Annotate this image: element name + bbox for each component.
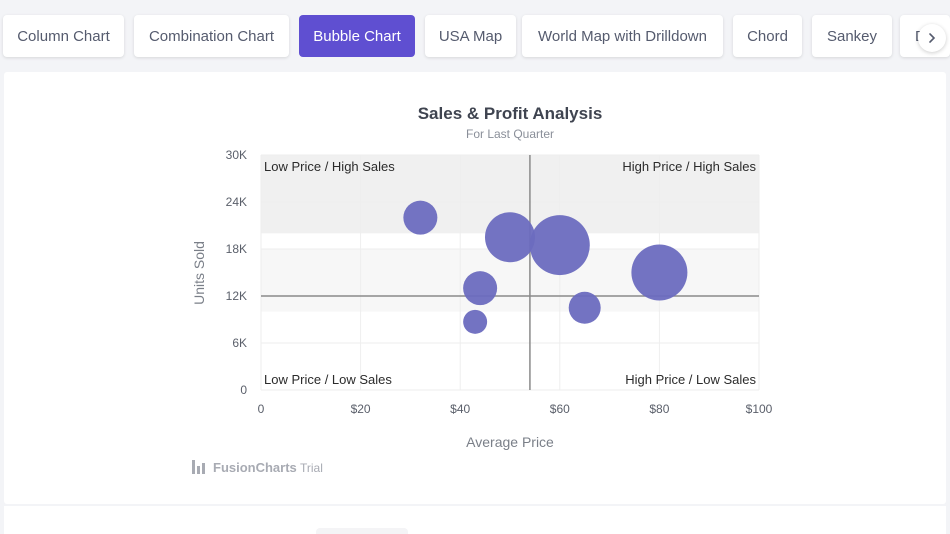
tab-chord[interactable]: Chord: [733, 15, 802, 57]
chart-card: Sales & Profit Analysis For Last Quarter…: [4, 72, 946, 504]
bubble-0[interactable]: [403, 200, 438, 235]
y-tick-label-4: 24K: [226, 195, 247, 209]
x-axis-ticks: 0 $20 $40 $60 $80 $100: [258, 402, 773, 416]
y-axis-ticks: 0 6K 12K 18K 24K 30K: [226, 148, 248, 397]
x-tick-label-5: $100: [746, 402, 773, 416]
y-tick-label-3: 18K: [226, 242, 247, 256]
watermark-suffix: Trial: [300, 461, 323, 475]
bubble-4[interactable]: [463, 309, 488, 334]
x-axis-title: Average Price: [466, 434, 554, 450]
bubble-chart: Sales & Profit Analysis For Last Quarter…: [191, 104, 773, 475]
y-tick-label-2: 12K: [226, 289, 247, 303]
chart-type-tabs: Column Chart Combination Chart Bubble Ch…: [0, 0, 950, 72]
quadrant-label-bottom-right: High Price / Low Sales: [625, 372, 756, 387]
quadrant-label-top-right: High Price / High Sales: [622, 159, 756, 174]
chart-title: Sales & Profit Analysis: [418, 104, 603, 123]
x-tick-label-4: $80: [649, 402, 669, 416]
tab-world-map-drilldown[interactable]: World Map with Drilldown: [522, 15, 723, 57]
x-tick-label-3: $60: [550, 402, 570, 416]
tab-bubble-chart[interactable]: Bubble Chart: [299, 15, 415, 57]
bubble-1[interactable]: [485, 212, 535, 263]
bubble-5[interactable]: [568, 291, 601, 324]
secondary-card-element: [316, 528, 408, 534]
x-tick-label-0: 0: [258, 402, 265, 416]
y-tick-label-1: 6K: [232, 336, 247, 350]
y-axis-title: Units Sold: [191, 241, 207, 305]
quadrant-label-top-left: Low Price / High Sales: [264, 159, 395, 174]
quadrant-lines: [261, 155, 759, 390]
bubble-2[interactable]: [529, 215, 590, 276]
tab-usa-map[interactable]: USA Map: [425, 15, 516, 57]
bubble-series: [403, 200, 688, 334]
bubble-3[interactable]: [463, 271, 498, 306]
chevron-right-icon: [929, 33, 936, 43]
y-tick-label-5: 30K: [226, 148, 247, 162]
quadrant-label-bottom-left: Low Price / Low Sales: [264, 372, 392, 387]
chart-subtitle: For Last Quarter: [466, 127, 554, 141]
x-tick-label-1: $20: [351, 402, 371, 416]
tab-column-chart[interactable]: Column Chart: [3, 15, 124, 57]
x-tick-label-2: $40: [450, 402, 470, 416]
tab-combination-chart[interactable]: Combination Chart: [134, 15, 289, 57]
scroll-right-button[interactable]: [918, 24, 946, 52]
tab-sankey[interactable]: Sankey: [812, 15, 892, 57]
fusioncharts-logo-icon: [192, 460, 205, 474]
watermark-brand: FusionCharts: [213, 460, 297, 475]
bubble-6[interactable]: [631, 244, 688, 301]
y-tick-label-0: 0: [240, 383, 247, 397]
secondary-card: [4, 506, 946, 534]
fusioncharts-watermark[interactable]: FusionCharts Trial: [192, 460, 323, 475]
